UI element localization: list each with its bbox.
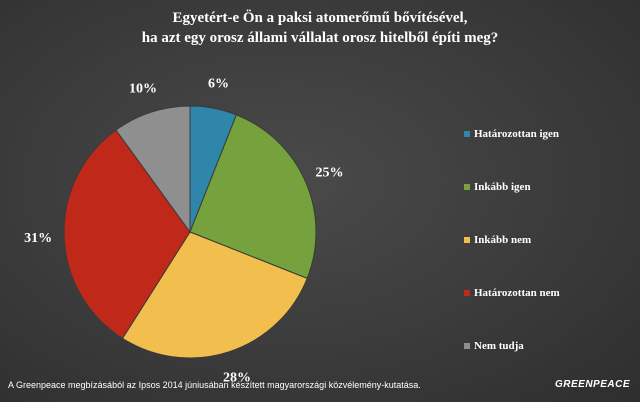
legend-label: Határozottan nem <box>474 287 560 299</box>
legend-item-2: Inkább igen <box>464 179 531 195</box>
data-label-3: 28% <box>223 371 251 386</box>
pie-slice-4 <box>63 129 191 340</box>
legend-label: Nem tudja <box>474 340 524 352</box>
pie-slice-5 <box>115 105 191 234</box>
data-label-1: 6% <box>208 77 229 92</box>
chart-title-line-1: Egyetért-e Ön a paksi atomerőmű bővítésé… <box>172 10 468 26</box>
chart-title: Egyetért-e Ön a paksi atomerőmű bővítésé… <box>0 8 640 48</box>
legend-item-1: Határozottan igen <box>464 126 559 142</box>
legend-swatch <box>464 237 470 243</box>
legend-item-5: Nem tudja <box>464 338 524 354</box>
legend-swatch <box>464 343 470 349</box>
legend-label: Inkább nem <box>474 234 532 246</box>
legend-label: Határozottan igen <box>474 128 560 140</box>
data-label-2: 25% <box>315 166 343 181</box>
source-note: A Greenpeace megbízásából az Ipsos 2014 … <box>8 380 421 390</box>
data-label-4: 31% <box>24 231 52 246</box>
legend-item-4: Határozottan nem <box>464 285 560 301</box>
pie-slice-3 <box>121 231 308 359</box>
pie-slice-2 <box>189 114 317 280</box>
legend-swatch <box>464 131 470 137</box>
data-label-5: 10% <box>129 81 157 96</box>
chart-title-line-2: ha azt egy orosz állami vállalat orosz h… <box>141 30 499 46</box>
legend-label: Inkább igen <box>474 181 531 193</box>
legend-swatch <box>464 184 470 190</box>
pie-slices <box>63 105 317 359</box>
pie-data-labels: 6% 25% 28% 31% 10% <box>24 77 343 386</box>
greenpeace-logo: GREENPEACE <box>554 379 630 390</box>
legend-item-3: Inkább nem <box>464 232 531 248</box>
legend-swatch <box>464 290 470 296</box>
